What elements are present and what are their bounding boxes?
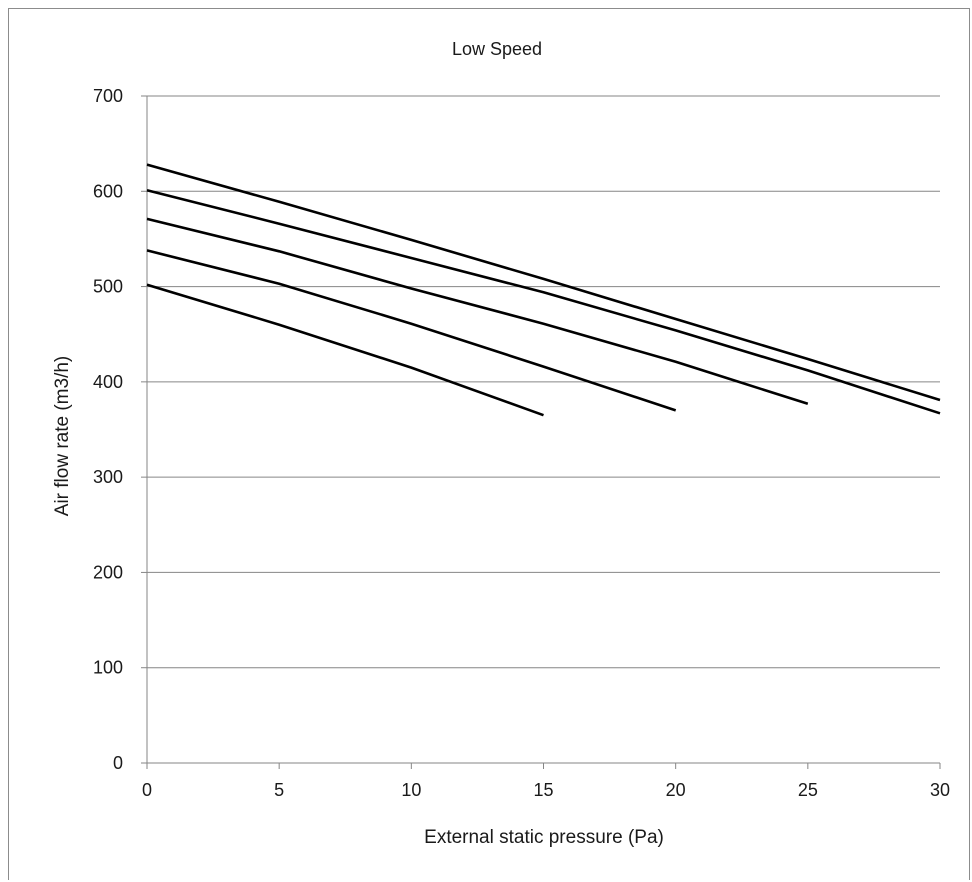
series-lines bbox=[146, 163, 941, 417]
y-tick-label-500: 500 bbox=[93, 277, 123, 297]
x-tick-label-15: 15 bbox=[533, 780, 553, 800]
series-line-5 bbox=[146, 163, 941, 402]
y-tick-label-0: 0 bbox=[113, 753, 123, 773]
gridlines bbox=[147, 95, 940, 669]
chart-title: Low Speed bbox=[452, 39, 542, 59]
y-tick-labels: 0 100 200 300 400 500 600 700 bbox=[93, 86, 123, 773]
x-axis-label: External static pressure (Pa) bbox=[424, 827, 664, 848]
y-tick-label-700: 700 bbox=[93, 86, 123, 106]
y-tick-label-400: 400 bbox=[93, 372, 123, 392]
x-tick-label-10: 10 bbox=[401, 780, 421, 800]
series-line-1 bbox=[146, 283, 544, 417]
axes bbox=[141, 95, 941, 769]
x-tick-label-20: 20 bbox=[666, 780, 686, 800]
y-axis-label: Air flow rate (m3/h) bbox=[52, 356, 73, 516]
series-line-2 bbox=[146, 249, 677, 412]
y-tick-label-300: 300 bbox=[93, 467, 123, 487]
y-tick-label-200: 200 bbox=[93, 562, 123, 582]
x-tick-label-30: 30 bbox=[930, 780, 950, 800]
y-tick-label-100: 100 bbox=[93, 658, 123, 678]
x-tick-labels: 0 5 10 15 20 25 30 bbox=[142, 780, 950, 800]
chart-frame bbox=[8, 8, 970, 880]
x-tick-label-25: 25 bbox=[798, 780, 818, 800]
x-tick-label-5: 5 bbox=[274, 780, 284, 800]
series-line-4 bbox=[146, 189, 941, 415]
y-tick-label-600: 600 bbox=[93, 181, 123, 201]
x-tick-label-0: 0 bbox=[142, 780, 152, 800]
series-line-3 bbox=[146, 217, 809, 406]
